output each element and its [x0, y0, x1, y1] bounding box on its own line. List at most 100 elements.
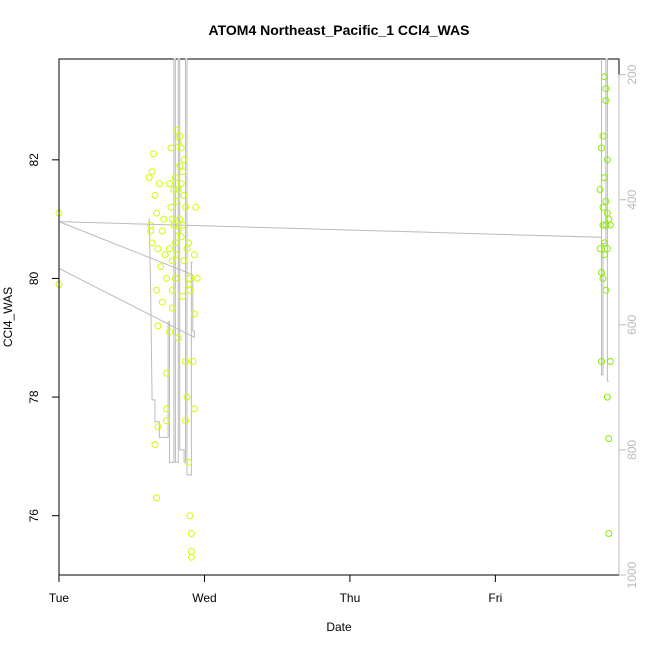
data-point	[179, 292, 187, 300]
data-point	[167, 203, 175, 211]
data-point	[189, 358, 197, 365]
data-point	[169, 215, 176, 223]
data-point	[185, 458, 192, 466]
plot-frame	[58, 58, 620, 576]
y-tick-label: 80	[27, 271, 41, 285]
y-tick-label: 78	[27, 390, 41, 404]
data-point	[147, 221, 155, 229]
data-point	[599, 221, 607, 229]
data-point	[186, 512, 194, 520]
data-point	[163, 369, 171, 377]
x-tick-label: Tue	[49, 591, 70, 605]
data-point	[179, 168, 187, 176]
chart-title: ATOM4 Northeast_Pacific_1 CCl4_WAS	[209, 22, 470, 38]
y2-tick-label: 800	[625, 440, 639, 460]
data-point	[605, 530, 613, 537]
data-point	[158, 298, 166, 306]
data-point	[602, 97, 610, 104]
data-point	[599, 203, 607, 211]
y2-axis: 200 400 600 800 1000	[618, 64, 639, 588]
data-point	[169, 257, 176, 265]
data-point	[153, 209, 160, 217]
y-tick-label: 76	[27, 509, 41, 523]
data-point	[166, 245, 173, 253]
data-point	[606, 221, 614, 229]
data-point	[161, 251, 169, 259]
data-point	[177, 233, 185, 241]
data-point	[186, 274, 194, 282]
data-point	[173, 251, 181, 259]
data-point	[602, 85, 610, 93]
data-point	[177, 180, 185, 188]
data-point	[154, 245, 162, 253]
data-point	[147, 227, 155, 235]
data-point	[599, 132, 607, 140]
data-point	[192, 203, 200, 211]
data-point	[603, 393, 611, 401]
y2-tick-label: 200	[625, 64, 639, 84]
data-point	[177, 144, 185, 152]
data-point	[187, 553, 195, 561]
data-point	[174, 227, 182, 235]
data-point	[148, 239, 156, 247]
data-point	[170, 186, 178, 193]
x-tick-label: Fri	[488, 591, 502, 605]
data-point	[182, 358, 189, 365]
data-point	[185, 239, 192, 247]
data-point	[171, 274, 179, 282]
series-line-profile	[148, 58, 193, 476]
data-point	[183, 393, 191, 401]
data-point	[170, 221, 178, 229]
data-point	[180, 191, 188, 199]
data-point	[599, 274, 607, 282]
data-point	[171, 239, 179, 247]
data-point	[171, 174, 179, 182]
data-point	[176, 215, 184, 223]
data-point	[173, 197, 181, 205]
data-point	[151, 191, 159, 199]
data-point	[180, 156, 188, 164]
data-point	[179, 221, 187, 229]
data-point	[158, 227, 166, 235]
data-point	[174, 186, 182, 193]
data-point	[160, 215, 168, 223]
data-point	[190, 310, 198, 318]
data-point	[163, 405, 171, 413]
data-point	[166, 180, 173, 188]
y2-tick-label: 600	[625, 314, 639, 334]
data-point	[598, 144, 605, 152]
data-point	[190, 405, 198, 413]
data-point	[186, 286, 194, 294]
data-point	[190, 251, 198, 259]
series-line-group	[58, 58, 609, 476]
y-tick-label: 82	[27, 153, 41, 167]
data-point	[187, 530, 195, 537]
x-tick-label: Wed	[192, 591, 216, 605]
data-point	[182, 417, 189, 425]
data-point	[167, 144, 175, 152]
series-line	[58, 58, 609, 382]
x-axis-label: Date	[326, 620, 352, 634]
data-point	[606, 358, 614, 365]
data-point	[185, 280, 192, 288]
data-point	[601, 251, 608, 259]
data-point	[603, 245, 611, 253]
data-point	[180, 257, 188, 265]
data-point	[176, 162, 184, 170]
y2-tick-label: 1000	[625, 561, 639, 588]
data-point	[602, 221, 610, 229]
data-point	[602, 197, 610, 205]
data-point	[176, 132, 184, 140]
data-point	[169, 286, 176, 294]
x-axis: Tue Wed Thu Fri	[49, 574, 502, 605]
data-point	[182, 203, 189, 211]
y-axis-label: CCl4_WAS	[1, 287, 15, 347]
y-axis: 76 78 80 82	[27, 153, 60, 523]
data-point	[603, 156, 611, 164]
data-point	[173, 126, 181, 134]
data-point	[601, 239, 608, 247]
series-points-group	[55, 73, 614, 561]
data-point	[154, 423, 162, 431]
data-point	[166, 328, 173, 336]
